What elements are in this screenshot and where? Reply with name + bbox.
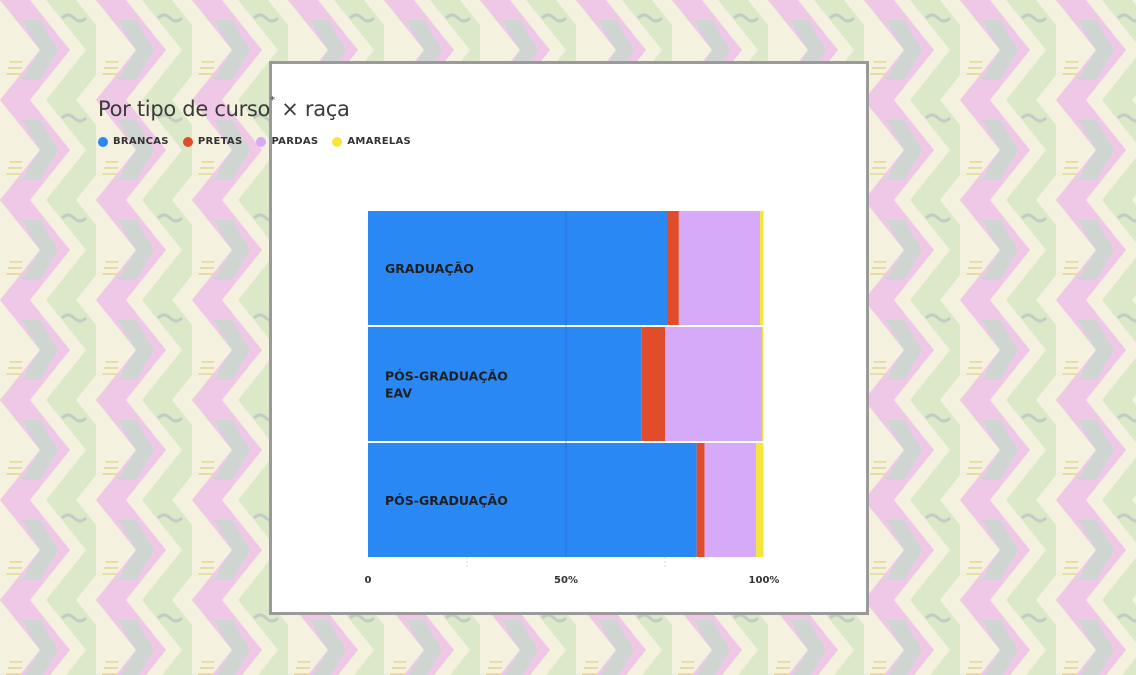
category-label-3: PÓS-GRADUAÇÃO [385,493,508,508]
x-tick-label-1: 0 [365,575,372,586]
legend-swatch-pardas [256,136,267,147]
legend-item-pretas: PRETAS [182,136,243,147]
legend-swatch-amarelas [332,136,343,147]
bar-segment-pretas-1 [666,211,679,325]
bar-segment-amarelas-1 [760,211,764,325]
bar-segment-pretas-3 [696,443,705,557]
bar-segment-amarelas-2 [762,327,764,441]
category-label-1: GRADUAÇÃO [385,261,474,276]
legend-swatch-brancas [98,136,108,147]
chart-legend: BRANCAS PRETAS PARDAS AMARELAS [98,136,411,147]
legend-item-amarelas: AMARELAS [332,136,411,147]
bar-segment-pardas-2 [665,327,763,441]
bar-segment-brancas-2 [368,327,642,441]
legend-item-brancas: BRANCAS [98,136,169,147]
category-label-2-line-1: PÓS-GRADUAÇÃO [385,369,508,384]
chart-title-text: Por tipo de curso [98,97,271,121]
legend-label-pardas: PARDAS [271,136,319,147]
legend-label-pretas: PRETAS [197,136,243,147]
x-tick-label-2: 50% [554,575,578,586]
chart-title: Por tipo de curso* × raça [98,95,350,121]
bar-segment-pretas-2 [641,327,665,441]
legend-swatch-pretas [182,136,193,147]
bar-segment-brancas-3 [368,443,697,557]
chart-title-asterisk: * [270,95,275,106]
bar-segment-pardas-1 [678,211,761,325]
chart-title-suffix: × raça [274,97,350,121]
bar-segment-brancas-1 [368,211,667,325]
legend-item-pardas: PARDAS [256,136,318,147]
legend-label-amarelas: AMARELAS [347,136,412,147]
bar-segment-pardas-3 [704,443,757,557]
x-tick-label-3: 100% [749,575,780,586]
legend-label-brancas: BRANCAS [113,136,169,147]
bar-segment-amarelas-3 [756,443,764,557]
category-label-2-line-2: EAV [385,386,412,401]
